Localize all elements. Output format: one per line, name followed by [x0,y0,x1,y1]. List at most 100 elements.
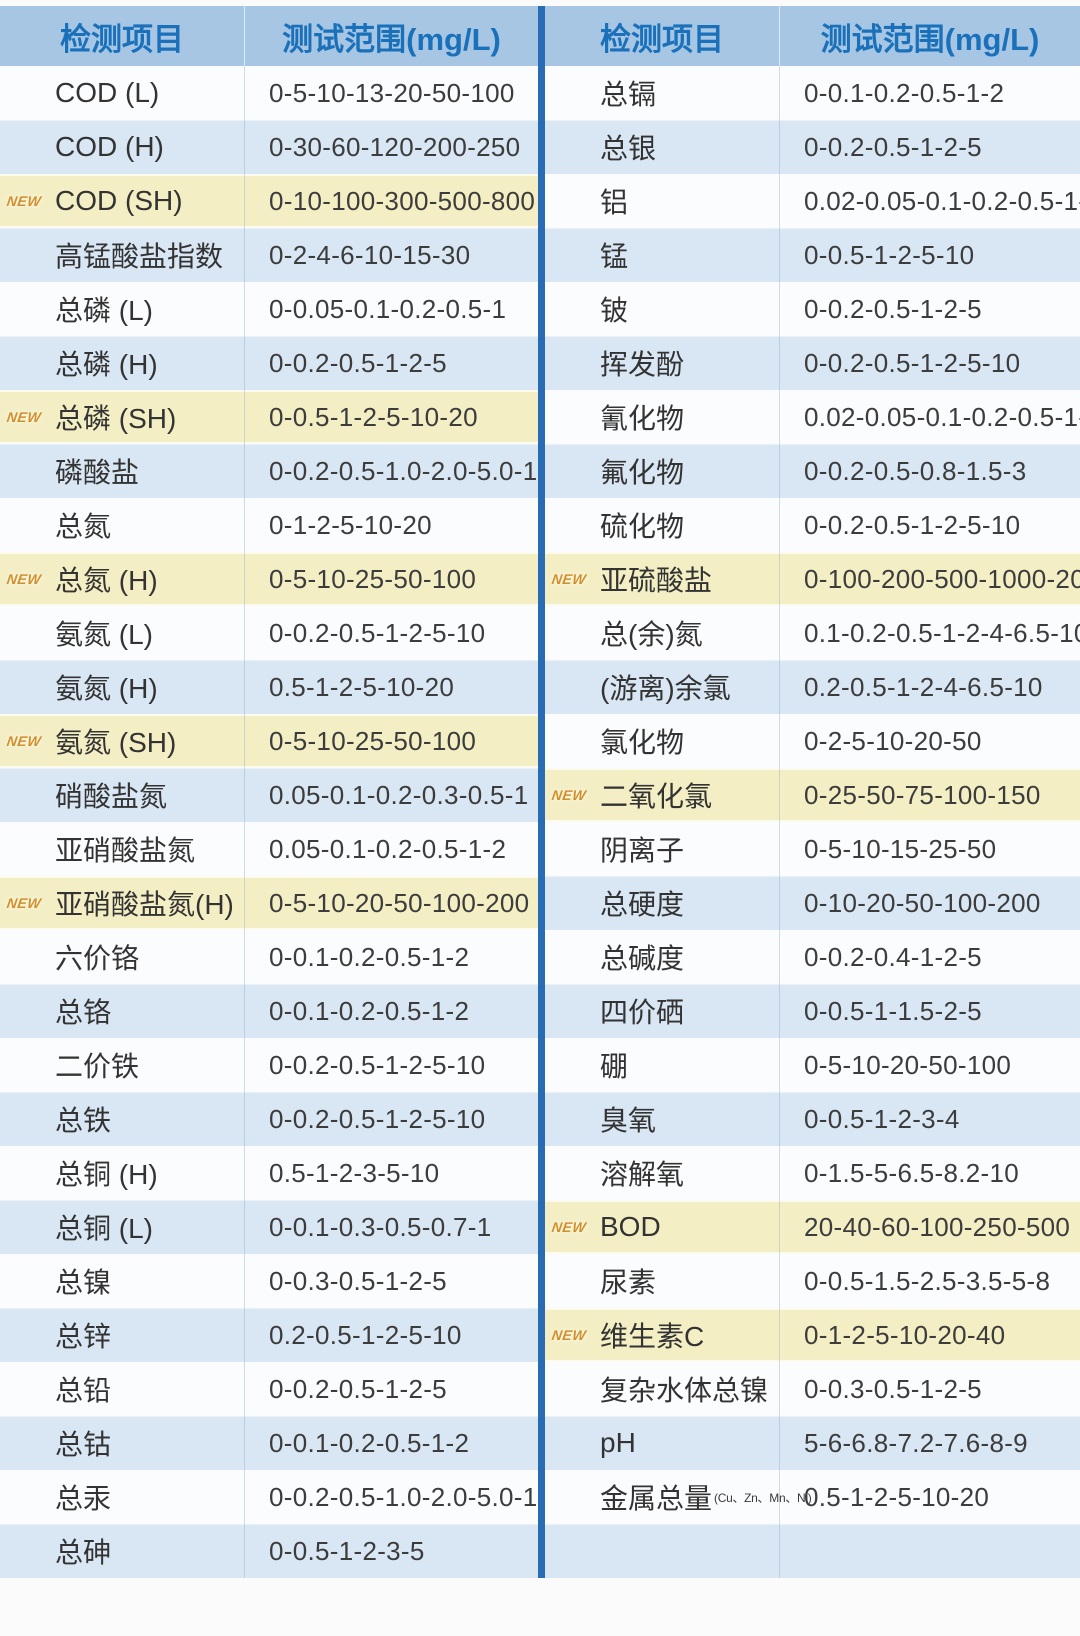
item-cell: NEW 总磷 (SH) [0,390,245,444]
item-cell: 总铅 [0,1362,245,1416]
center-divider [538,1038,545,1092]
range-cell: 0-5-10-25-50-100 [269,725,477,756]
table-row: 总砷 0-0.5-1-2-3-5 [0,1524,1080,1578]
item-label: 总氮 [55,511,112,542]
center-divider [538,876,545,930]
item-label: 总(余)氮 [600,619,703,650]
range-cell: 0-25-50-75-100-150 [804,779,1041,810]
item-cell: 溶解氧 [545,1146,780,1200]
left-row-half: NEW COD (SH) 0-10-100-300-500-800 [0,174,538,228]
right-row-half: 铍 0-0.2-0.5-1-2-5 [545,282,1080,336]
item-label: 氨氮 (SH) [55,727,177,758]
range-cell: 0-0.5-1-2-5-10 [804,239,975,270]
item-cell: 四价硒 [545,984,780,1038]
right-row-half: 总镉 0-0.1-0.2-0.5-1-2 [545,66,1080,120]
table-row: 总锌 0.2-0.5-1-2-5-10 NEW 维生素C 0-1-2-5-10-20-4… [0,1308,1080,1362]
item-cell: NEW COD (SH) [0,174,245,228]
item-cell: pH [545,1416,780,1470]
item-label: 总硬度 [600,889,685,920]
right-row-half: (游离)余氯 0.2-0.5-1-2-4-6.5-10 [545,660,1080,714]
range-cell: 0-0.2-0.5-1.0-2.0-5.0-10 [269,1481,553,1512]
header-item-left: 检测项目 [0,6,245,66]
range-cell: 0-0.2-0.5-1-2-5-10 [269,1049,486,1080]
item-label: 总铬 [55,997,112,1028]
right-row-half: 复杂水体总镍 0-0.3-0.5-1-2-5 [545,1362,1080,1416]
range-cell: 0.05-0.1-0.2-0.5-1-2 [269,833,507,864]
item-cell: 氨氮 (H) [0,660,245,714]
item-cell: NEW BOD [545,1200,780,1254]
range-cell: 0.02-0.05-0.1-0.2-0.5-1-2 [804,185,1080,216]
center-divider [538,930,545,984]
item-cell: 总铬 [0,984,245,1038]
item-cell: 高锰酸盐指数 [0,228,245,282]
item-label: 总镉 [600,79,657,110]
new-badge: NEW [550,787,588,803]
item-label: 总锌 [55,1321,112,1352]
left-row-half: 六价铬 0-0.1-0.2-0.5-1-2 [0,930,538,984]
item-label: BOD [600,1211,661,1242]
item-cell: 铝 [545,174,780,228]
range-cell: 0-0.2-0.5-1-2-5 [269,347,447,378]
item-label: 总镍 [55,1267,112,1298]
item-label: COD (SH) [55,185,183,216]
item-cell: 总汞 [0,1470,245,1524]
right-row-half: 锰 0-0.5-1-2-5-10 [545,228,1080,282]
range-cell: 0-0.5-1-1.5-2-5 [804,995,982,1026]
right-row-half: 硼 0-5-10-20-50-100 [545,1038,1080,1092]
right-row-half: 尿素 0-0.5-1.5-2.5-3.5-5-8 [545,1254,1080,1308]
item-label: 复杂水体总镍 [600,1375,769,1406]
left-row-half: 总磷 (L) 0-0.05-0.1-0.2-0.5-1 [0,282,538,336]
item-cell: 阴离子 [545,822,780,876]
item-cell: 六价铬 [0,930,245,984]
left-row-half: 总镍 0-0.3-0.5-1-2-5 [0,1254,538,1308]
range-cell: 0-5-10-15-25-50 [804,833,997,864]
center-divider [538,174,545,228]
item-label: 总砷 [55,1537,112,1568]
header-right-half: 检测项目 测试范围(mg/L) [545,6,1080,66]
item-cell: 总磷 (H) [0,336,245,390]
left-row-half: NEW 总磷 (SH) 0-0.5-1-2-5-10-20 [0,390,538,444]
item-label: 维生素C [600,1321,705,1352]
item-label: 总汞 [55,1483,112,1514]
left-row-half: 亚硝酸盐氮 0.05-0.1-0.2-0.5-1-2 [0,822,538,876]
right-row-half: NEW BOD 20-40-60-100-250-500 [545,1200,1080,1254]
range-cell: 0-0.1-0.2-0.5-1-2 [804,77,1005,108]
left-row-half: 二价铁 0-0.2-0.5-1-2-5-10 [0,1038,538,1092]
item-cell: 硝酸盐氮 [0,768,245,822]
center-divider [538,660,545,714]
header-item-right: 检测项目 [545,6,780,66]
range-cell: 0-30-60-120-200-250 [269,131,521,162]
center-divider [538,228,545,282]
right-row-half: NEW 二氧化氯 0-25-50-75-100-150 [545,768,1080,822]
center-divider [538,498,545,552]
range-cell: 0-0.5-1-2-5-10-20 [269,401,478,432]
item-cell: 氰化物 [545,390,780,444]
center-divider [538,822,545,876]
item-cell: 总碱度 [545,930,780,984]
left-row-half: NEW 亚硝酸盐氮(H) 0-5-10-20-50-100-200 [0,876,538,930]
item-cell: 金属总量 (Cu、Zn、Mn、Ni) [545,1470,812,1524]
item-cell: 总氮 [0,498,245,552]
item-cell: 尿素 [545,1254,780,1308]
range-cell: 0-0.5-1-2-3-4 [804,1103,960,1134]
range-cell: 0.02-0.05-0.1-0.2-0.5-1-2 [804,401,1080,432]
item-cell: 总铁 [0,1092,245,1146]
range-cell: 20-40-60-100-250-500 [804,1211,1071,1242]
table-row: NEW 总氮 (H) 0-5-10-25-50-100 NEW 亚硫酸盐 0-100-20… [0,552,1080,606]
item-label: 溶解氧 [600,1159,685,1190]
item-label: 二价铁 [55,1051,140,1082]
left-row-half: 总锌 0.2-0.5-1-2-5-10 [0,1308,538,1362]
item-cell: 硫化物 [545,498,780,552]
item-label: 氨氮 (L) [55,619,154,650]
right-row-half: 四价硒 0-0.5-1-1.5-2-5 [545,984,1080,1038]
test-range-table: 检测项目 测试范围(mg/L) 检测项目 测试范围(mg/L) COD (L) 0… [0,6,1080,1578]
range-cell: 0-5-10-20-50-100-200 [269,887,530,918]
left-row-half: 总砷 0-0.5-1-2-3-5 [0,1524,538,1578]
item-cell: NEW 二氧化氯 [545,768,780,822]
left-row-half: 总汞 0-0.2-0.5-1.0-2.0-5.0-10 [0,1470,553,1524]
left-row-half: 氨氮 (H) 0.5-1-2-5-10-20 [0,660,538,714]
item-cell: 总铜 (H) [0,1146,245,1200]
range-cell: 0-0.2-0.5-1-2-5-10 [269,617,486,648]
center-divider [538,1308,545,1362]
range-cell: 0-5-10-13-20-50-100 [269,77,515,108]
